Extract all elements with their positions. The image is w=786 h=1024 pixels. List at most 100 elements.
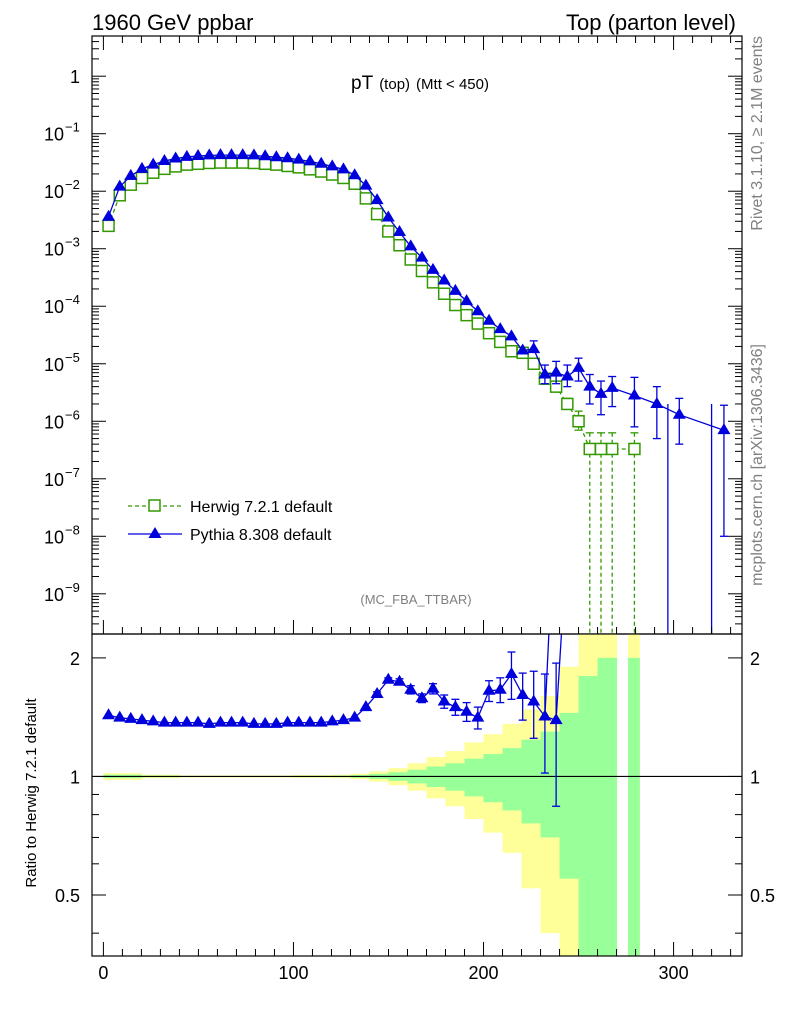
- inner-band: [464, 758, 485, 797]
- ratio-pythia-point: [404, 682, 418, 694]
- ratio-pythia-point: [258, 716, 272, 728]
- pythia-point: [113, 179, 127, 191]
- pythia-point: [303, 154, 317, 166]
- ratio-pythia-point: [124, 711, 138, 723]
- ratio-pythia-point: [325, 714, 339, 726]
- pythia-point: [594, 386, 608, 398]
- y-tick-label: 10: [44, 470, 64, 490]
- herwig-point: [628, 442, 641, 456]
- inner-band: [578, 675, 599, 956]
- legend-herwig-label: Herwig 7.2.1 default: [190, 499, 333, 516]
- main-plot-frame: [91, 35, 743, 635]
- x-tick-label: 0: [98, 963, 108, 983]
- title-main: pT: [351, 73, 374, 94]
- ratio-pythia-point: [336, 713, 350, 725]
- ratio-pythia-spike: [544, 634, 550, 717]
- pythia-point: [460, 294, 474, 306]
- herwig-point: [460, 308, 473, 322]
- ratio-pythia-point: [314, 715, 328, 727]
- ratio-pythia-point: [460, 704, 474, 716]
- pythia-point: [448, 283, 462, 295]
- inner-band: [483, 754, 504, 803]
- inner-band: [559, 712, 580, 879]
- herwig-point: [527, 357, 540, 371]
- pythia-point: [504, 329, 518, 341]
- pythia-point: [471, 304, 485, 316]
- pythia-point: [191, 148, 205, 160]
- herwig-point: [135, 171, 149, 185]
- pythia-point: [516, 343, 530, 355]
- inner-band: [627, 657, 640, 956]
- herwig-point: [471, 317, 485, 330]
- pythia-point: [202, 148, 216, 160]
- pythia-point: [292, 152, 306, 164]
- main-panel: [102, 148, 731, 634]
- pythia-point: [269, 150, 283, 162]
- ratio-pythia-point: [348, 710, 362, 722]
- ratio-pythia-point: [281, 715, 295, 727]
- pythia-point: [236, 148, 250, 160]
- pythia-point: [650, 396, 664, 408]
- ratio-y-tick-label: 0.5: [55, 886, 80, 906]
- herwig-point: [449, 298, 462, 312]
- ratio-pythia-point: [113, 710, 127, 722]
- ratio-pythia-point: [448, 700, 462, 712]
- pythia-point: [124, 168, 138, 180]
- ratio-pythia-point: [157, 715, 171, 727]
- herwig-point: [561, 397, 574, 411]
- y-tick-label: 10: [44, 125, 64, 145]
- y-tick-exponent: −3: [65, 235, 80, 250]
- ratio-pythia-point: [370, 686, 384, 698]
- y-tick-label: 10: [44, 412, 64, 432]
- herwig-point: [415, 264, 429, 278]
- header-left: 1960 GeV ppbar: [92, 10, 253, 35]
- ratio-pythia-point: [135, 713, 149, 725]
- pythia-point: [359, 178, 373, 190]
- ratio-y-tick-label: 2: [70, 649, 80, 669]
- legend-herwig-marker: [148, 499, 161, 512]
- ratio-uncertainty-bands: [103, 634, 640, 956]
- pythia-point: [572, 360, 586, 372]
- herwig-point: [393, 238, 406, 252]
- pythia-point: [381, 210, 395, 222]
- y-tick-exponent: −7: [65, 465, 80, 480]
- pythia-point: [415, 250, 429, 262]
- y-tick-label: 10: [44, 182, 64, 202]
- ratio-pythia-point: [303, 715, 317, 727]
- pythia-point: [482, 313, 496, 325]
- herwig-point: [594, 442, 608, 456]
- pythia-point: [281, 151, 295, 163]
- herwig-point: [493, 335, 507, 349]
- pythia-point: [605, 380, 619, 392]
- pythia-point: [258, 149, 272, 161]
- ratio-pythia-point: [527, 694, 541, 706]
- herwig-point: [146, 166, 160, 179]
- ratio-pythia-point: [191, 715, 205, 727]
- herwig-point: [437, 287, 451, 300]
- pythia-point: [348, 168, 362, 180]
- ratio-pythia-point: [415, 691, 429, 703]
- herwig-line: [107, 161, 635, 450]
- analysis-annotation: (MC_FBA_TTBAR): [360, 592, 471, 607]
- y-tick-exponent: −1: [65, 120, 80, 135]
- ratio-pythia-line: [108, 634, 563, 725]
- mcplots-label: mcplots.cern.ch [arXiv:1306.3436]: [749, 344, 766, 586]
- herwig-point: [169, 160, 182, 173]
- ratio-pythia-point: [516, 688, 530, 700]
- rivet-version-label: Rivet 3.1.10, ≥ 2.1M events: [749, 36, 766, 231]
- herwig-point: [325, 168, 339, 181]
- ratio-panel: [92, 634, 742, 807]
- ratio-pythia-point: [213, 715, 227, 727]
- pythia-point: [169, 151, 183, 163]
- inner-band: [597, 657, 618, 956]
- pythia-point: [325, 159, 339, 171]
- y-tick-label: 10: [44, 240, 64, 260]
- pythia-point: [437, 273, 451, 285]
- ratio-pythia-point: [437, 694, 451, 706]
- ratio-pythia-point: [393, 674, 407, 686]
- ratio-pythia-point: [225, 715, 239, 727]
- pythia-point: [146, 157, 160, 169]
- ratio-y-tick-label: 1: [70, 767, 80, 787]
- ratio-pythia-point: [292, 715, 306, 727]
- y-tick-exponent: −8: [65, 522, 80, 537]
